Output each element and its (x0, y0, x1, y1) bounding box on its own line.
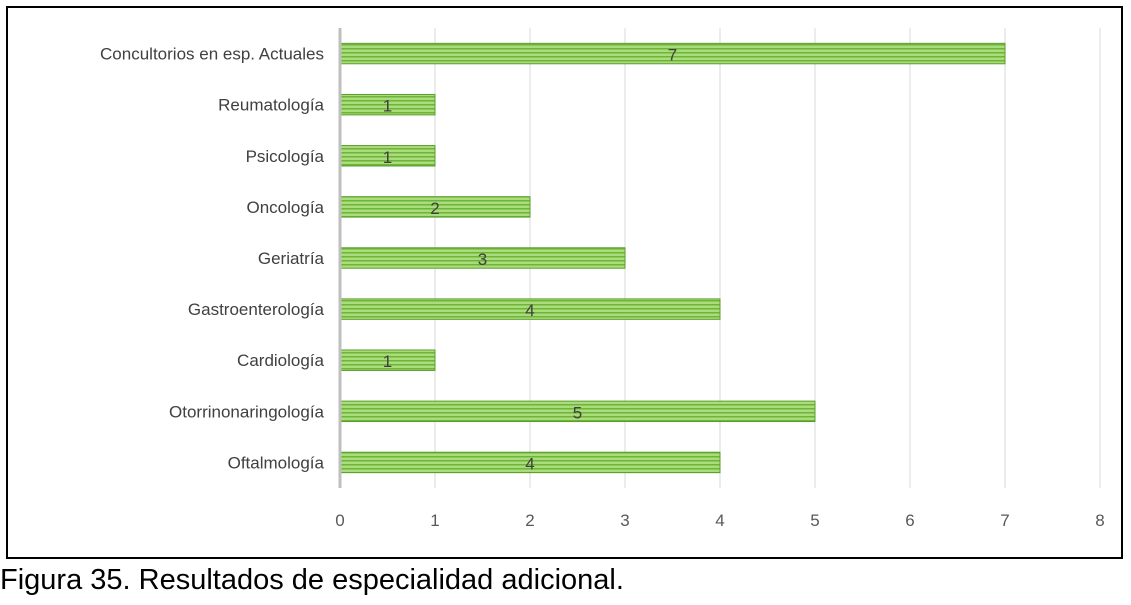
category-label: Oftalmología (228, 453, 325, 472)
data-label: 7 (668, 46, 677, 65)
data-label: 2 (430, 199, 439, 218)
category-label: Cardiología (237, 351, 324, 370)
category-label: Reumatología (218, 96, 324, 115)
bars (339, 42, 1006, 474)
labels: 0 1 2 3 4 5 6 7 8 Concultorios en esp. Actuales 7 R… (100, 45, 1105, 530)
x-tick-label: 1 (430, 511, 439, 530)
data-label: 5 (573, 403, 582, 422)
data-label: 4 (525, 301, 534, 320)
x-tick-label: 3 (620, 511, 629, 530)
data-label: 1 (383, 352, 392, 371)
x-tick-label: 8 (1095, 511, 1104, 530)
x-tick-label: 4 (715, 511, 724, 530)
data-label: 4 (525, 454, 534, 473)
x-tick-label: 6 (905, 511, 914, 530)
category-label: Geriatría (258, 249, 325, 268)
figure-caption: Figura 35. Resultados de especialidad ad… (0, 564, 624, 596)
category-label: Oncología (247, 198, 325, 217)
data-label: 3 (478, 250, 487, 269)
bar-chart: 0 1 2 3 4 5 6 7 8 Concultorios en esp. Actuales 7 R… (100, 28, 1105, 530)
x-tick-label: 2 (525, 511, 534, 530)
category-label: Gastroenterología (188, 300, 325, 319)
x-tick-label: 5 (810, 511, 819, 530)
category-label: Otorrinonaringología (169, 402, 325, 421)
data-label: 1 (383, 148, 392, 167)
data-label: 1 (383, 97, 392, 116)
category-label: Psicología (246, 147, 325, 166)
x-tick-label: 7 (1000, 511, 1009, 530)
category-label: Concultorios en esp. Actuales (100, 45, 324, 64)
x-tick-label: 0 (335, 511, 344, 530)
